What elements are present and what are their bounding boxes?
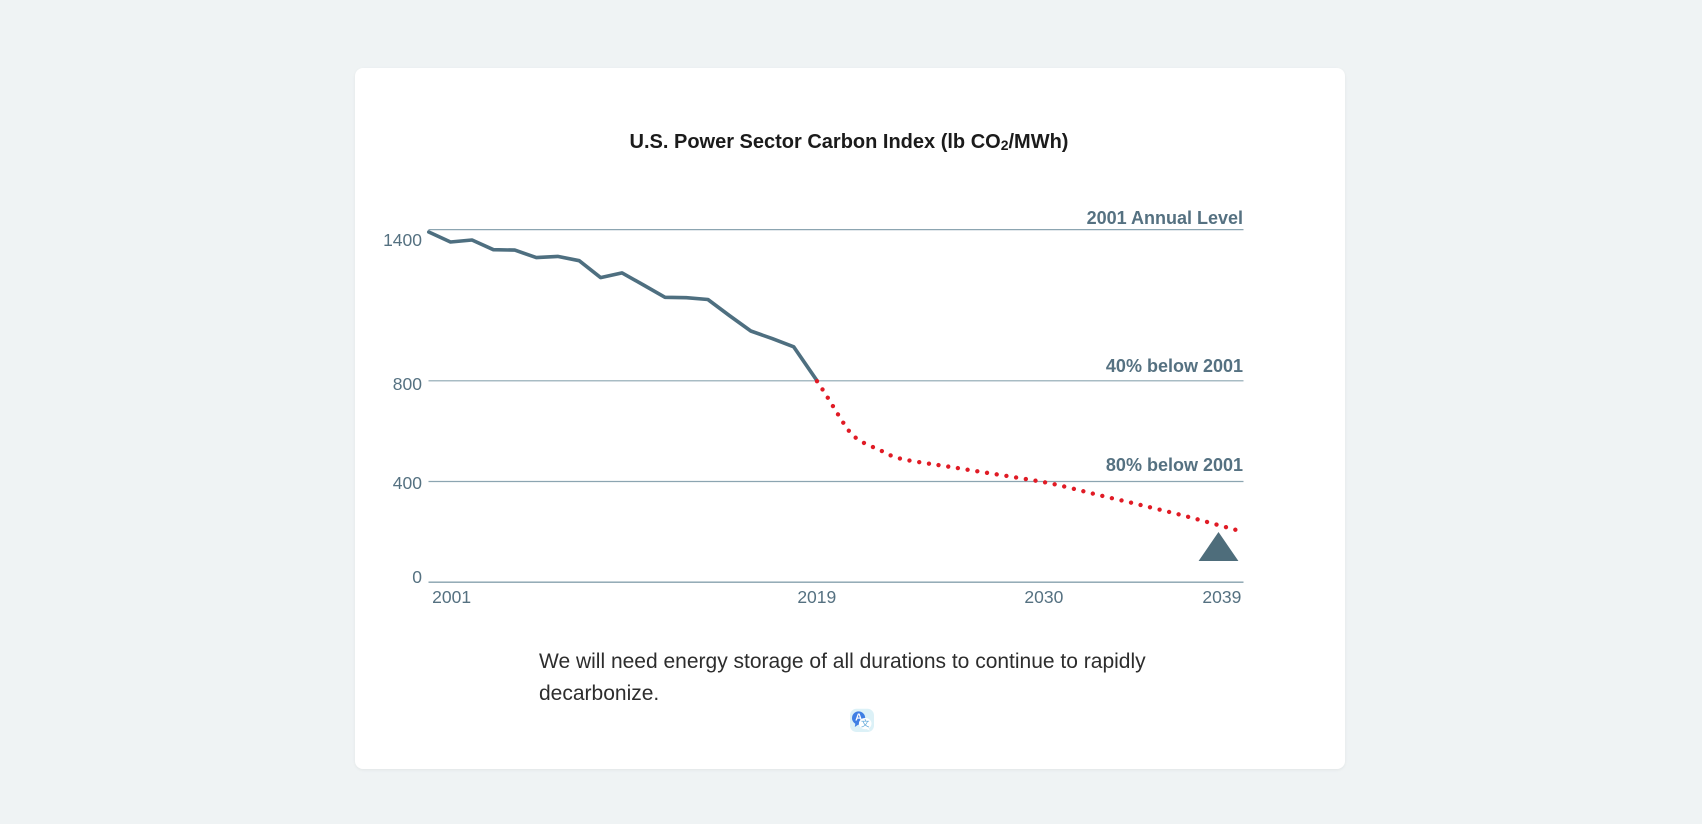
svg-text:A: A [855,713,862,724]
svg-text:文: 文 [861,719,870,729]
